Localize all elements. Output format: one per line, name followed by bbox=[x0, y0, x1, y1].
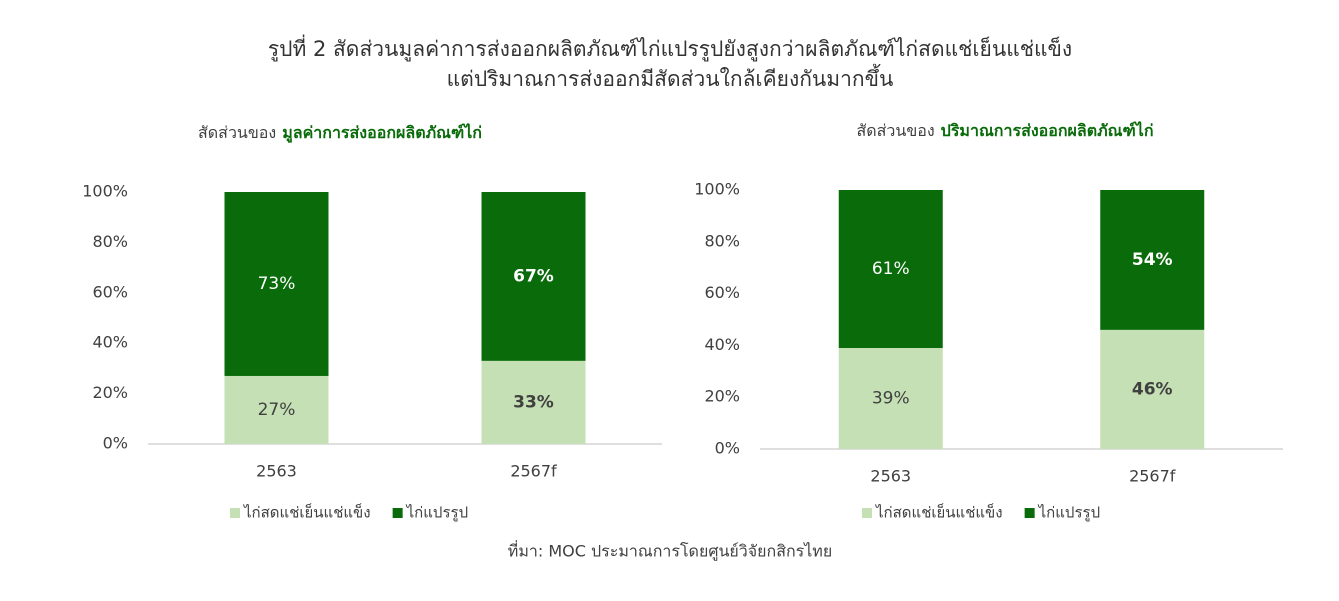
y-tick-label: 100% bbox=[82, 182, 128, 201]
legend-label: ไก่สดแช่เย็นแช่แข็ง bbox=[875, 503, 1003, 522]
subtitle-text: สัดส่วนของ bbox=[198, 123, 276, 142]
y-tick-label: 100% bbox=[694, 180, 740, 199]
bar-segment bbox=[1100, 190, 1205, 330]
legend-swatch bbox=[862, 508, 872, 518]
x-tick-label: 2563 bbox=[256, 462, 297, 481]
subtitle-emphasis: มูลค่าการส่งออกผลิตภัณฑ์ไก่ bbox=[282, 123, 482, 144]
data-label: 33% bbox=[513, 392, 554, 412]
bar-segment bbox=[838, 347, 943, 449]
y-tick-label: 40% bbox=[704, 335, 740, 354]
x-tick-label: 2567f bbox=[510, 462, 557, 481]
data-label: 46% bbox=[1132, 379, 1173, 399]
x-tick-label: 2567f bbox=[1129, 467, 1176, 486]
y-tick-label: 0% bbox=[715, 439, 740, 458]
data-label: 54% bbox=[1132, 250, 1173, 270]
y-tick-label: 80% bbox=[704, 231, 740, 250]
legend-swatch bbox=[392, 508, 403, 518]
source: ที่มา: MOC ประมาณการโดยศูนย์วิจัยกสิกรไท… bbox=[508, 540, 832, 562]
y-tick-label: 0% bbox=[103, 434, 128, 453]
bar-segment bbox=[224, 375, 329, 444]
y-tick-label: 20% bbox=[92, 383, 128, 402]
y-tick-label: 60% bbox=[704, 283, 740, 302]
data-label: 27% bbox=[258, 400, 296, 420]
title-line: แต่ปริมาณการส่งออกมีสัดส่วนใกล้เคียงกันม… bbox=[447, 64, 894, 91]
subtitle: สัดส่วนของ มูลค่าการส่งออกผลิตภัณฑ์ไก่ bbox=[198, 123, 482, 144]
y-tick-label: 60% bbox=[92, 282, 128, 301]
legend-swatch bbox=[230, 508, 240, 518]
bar-segment bbox=[1100, 329, 1205, 449]
legend-label: ไก่แปรรูป bbox=[1038, 504, 1100, 522]
x-tick-label: 2563 bbox=[870, 467, 911, 486]
legend-label: ไก่สดแช่เย็นแช่แข็ง bbox=[243, 503, 371, 522]
bar-segment bbox=[481, 192, 586, 361]
y-tick-label: 20% bbox=[704, 387, 740, 406]
data-label: 67% bbox=[513, 266, 554, 286]
subtitle-emphasis: ปริมาณการส่งออกผลิตภัณฑ์ไก่ bbox=[941, 121, 1154, 140]
bar-segment bbox=[224, 192, 329, 376]
subtitle: สัดส่วนของ ปริมาณการส่งออกผลิตภัณฑ์ไก่ bbox=[856, 121, 1153, 140]
data-label: 73% bbox=[258, 274, 296, 294]
bar-segment bbox=[838, 190, 943, 348]
legend-label: ไก่แปรรูป bbox=[406, 504, 468, 522]
data-label: 39% bbox=[872, 388, 910, 408]
data-label: 61% bbox=[872, 259, 910, 279]
y-tick-label: 40% bbox=[92, 333, 128, 352]
bar-segment bbox=[481, 360, 586, 444]
legend-swatch bbox=[1024, 508, 1035, 518]
subtitle-text: สัดส่วนของ bbox=[856, 121, 934, 140]
y-tick-label: 80% bbox=[92, 232, 128, 251]
title-line: รูปที่ 2 สัดส่วนมูลค่าการส่งออกผลิตภัณฑ์… bbox=[268, 34, 1072, 62]
